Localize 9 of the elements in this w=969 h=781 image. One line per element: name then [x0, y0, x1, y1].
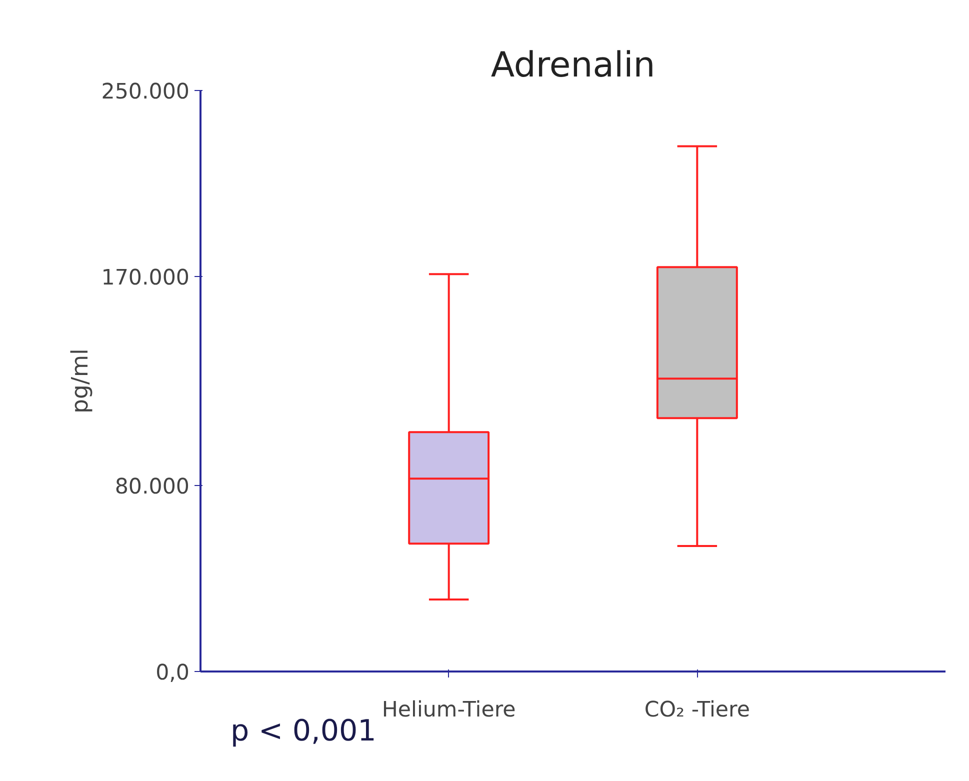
chart-title: Adrenalin [490, 46, 656, 86]
y-tick-label: 80.000 [114, 474, 190, 500]
y-tick-label: 250.000 [101, 80, 190, 104]
y-tick-label: 0,0 [156, 660, 190, 686]
y-axis-title: pg/ml [67, 348, 94, 414]
x-tick-label: CO₂ -Tiere [644, 698, 750, 722]
text: p < 0,001 [230, 714, 376, 748]
y-tick-label: 170.000 [101, 265, 190, 290]
x-tick-label: Helium-Tiere [382, 698, 516, 722]
